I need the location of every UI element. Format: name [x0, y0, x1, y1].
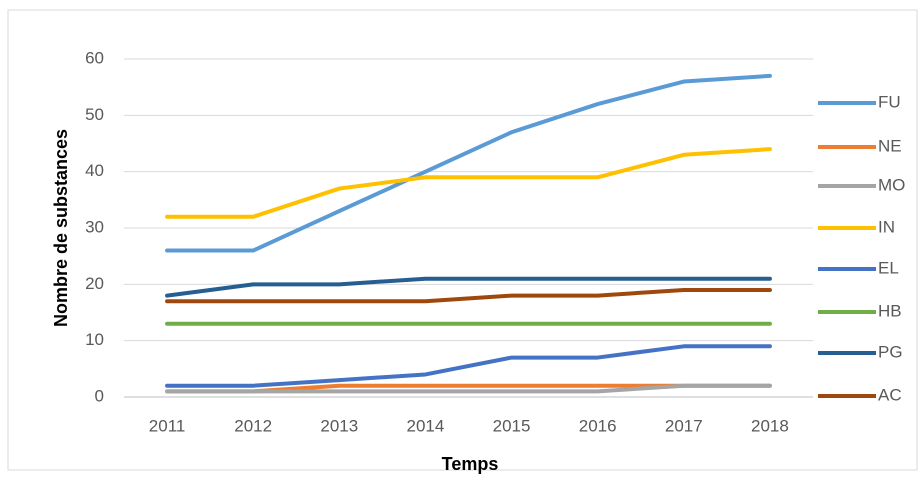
- x-tick-label: 2018: [751, 416, 789, 435]
- legend-label: IN: [878, 217, 895, 236]
- legend-label: NE: [878, 136, 902, 155]
- legend-label: EL: [878, 258, 899, 277]
- y-tick-label: 30: [85, 217, 104, 236]
- legend-label: PG: [878, 342, 903, 361]
- y-tick-label: 50: [85, 105, 104, 124]
- y-tick-label: 40: [85, 161, 104, 180]
- y-tick-label: 10: [85, 330, 104, 349]
- y-axis-label: Nombre de substances: [51, 129, 71, 327]
- legend-label: HB: [878, 301, 902, 320]
- chart-border: [7, 9, 918, 471]
- series-line: [165, 73, 772, 253]
- series-line: [165, 147, 772, 219]
- series-line: [165, 344, 772, 388]
- y-tick-label: 20: [85, 274, 104, 293]
- x-tick-label: 2011: [149, 416, 186, 435]
- x-tick-label: 2012: [234, 416, 272, 435]
- x-tick-label: 2014: [407, 416, 445, 435]
- series-line: [165, 383, 772, 394]
- series-line: [165, 287, 772, 304]
- x-tick-label: 2017: [665, 416, 703, 435]
- y-tick-label: 0: [95, 386, 104, 405]
- x-axis-label: Temps: [442, 454, 499, 474]
- x-tick-label: 2016: [579, 416, 617, 435]
- series-line: [165, 276, 772, 298]
- legend-label: FU: [878, 92, 901, 111]
- x-tick-label: 2013: [320, 416, 358, 435]
- x-tick-label: 2015: [493, 416, 531, 435]
- legend-label: MO: [878, 175, 905, 194]
- legend-label: AC: [878, 385, 902, 404]
- y-tick-label: 60: [85, 48, 104, 67]
